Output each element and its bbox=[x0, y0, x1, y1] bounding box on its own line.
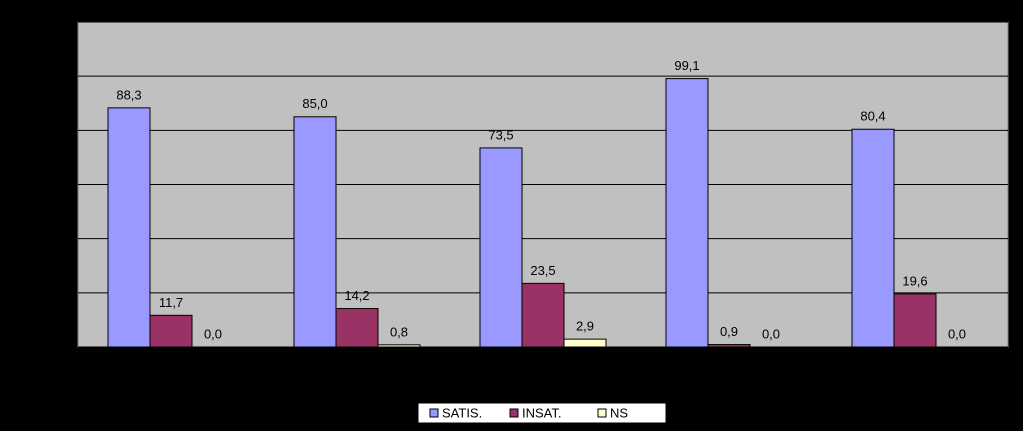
legend-swatch bbox=[429, 408, 439, 418]
data-label: 0,8 bbox=[390, 324, 408, 339]
data-label: 80,4 bbox=[860, 109, 885, 124]
data-label: 88,3 bbox=[116, 87, 141, 102]
bar bbox=[149, 314, 193, 348]
data-label: 0,0 bbox=[948, 326, 966, 341]
bar bbox=[563, 338, 607, 348]
bar bbox=[377, 344, 421, 348]
data-label: 19,6 bbox=[902, 273, 927, 288]
y-tick-label: 80 bbox=[56, 122, 70, 137]
y-tick-label: 0 bbox=[63, 338, 70, 353]
y-tick-label: 100 bbox=[48, 68, 70, 83]
data-label: 0,0 bbox=[204, 326, 222, 341]
data-label: 23,5 bbox=[530, 263, 555, 278]
bar bbox=[521, 282, 565, 348]
legend-swatch bbox=[509, 408, 519, 418]
bar bbox=[893, 293, 937, 348]
bar bbox=[335, 308, 379, 348]
legend-label: INSAT. bbox=[522, 405, 562, 420]
data-label: 85,0 bbox=[302, 96, 327, 111]
legend-label: SATIS. bbox=[442, 405, 482, 420]
y-tick-label: 60 bbox=[56, 176, 70, 191]
y-tick-label: 40 bbox=[56, 230, 70, 245]
bar bbox=[293, 116, 337, 348]
data-label: 73,5 bbox=[488, 127, 513, 142]
legend-label: NS bbox=[610, 405, 628, 420]
data-label: 11,7 bbox=[159, 295, 183, 310]
y-tick-label: 20 bbox=[56, 284, 70, 299]
bar bbox=[707, 344, 751, 348]
y-tick-label: 120 bbox=[48, 13, 70, 28]
data-label: 0,0 bbox=[762, 326, 780, 341]
data-label: 2,9 bbox=[576, 319, 594, 334]
bar bbox=[665, 78, 709, 348]
legend-swatch bbox=[597, 408, 607, 418]
bar bbox=[851, 128, 895, 348]
bar bbox=[479, 147, 523, 348]
data-label: 99,1 bbox=[674, 58, 699, 73]
data-label: 14,2 bbox=[344, 288, 369, 303]
bar bbox=[107, 107, 151, 348]
legend-box bbox=[417, 402, 667, 424]
data-label: 0,9 bbox=[720, 324, 738, 339]
